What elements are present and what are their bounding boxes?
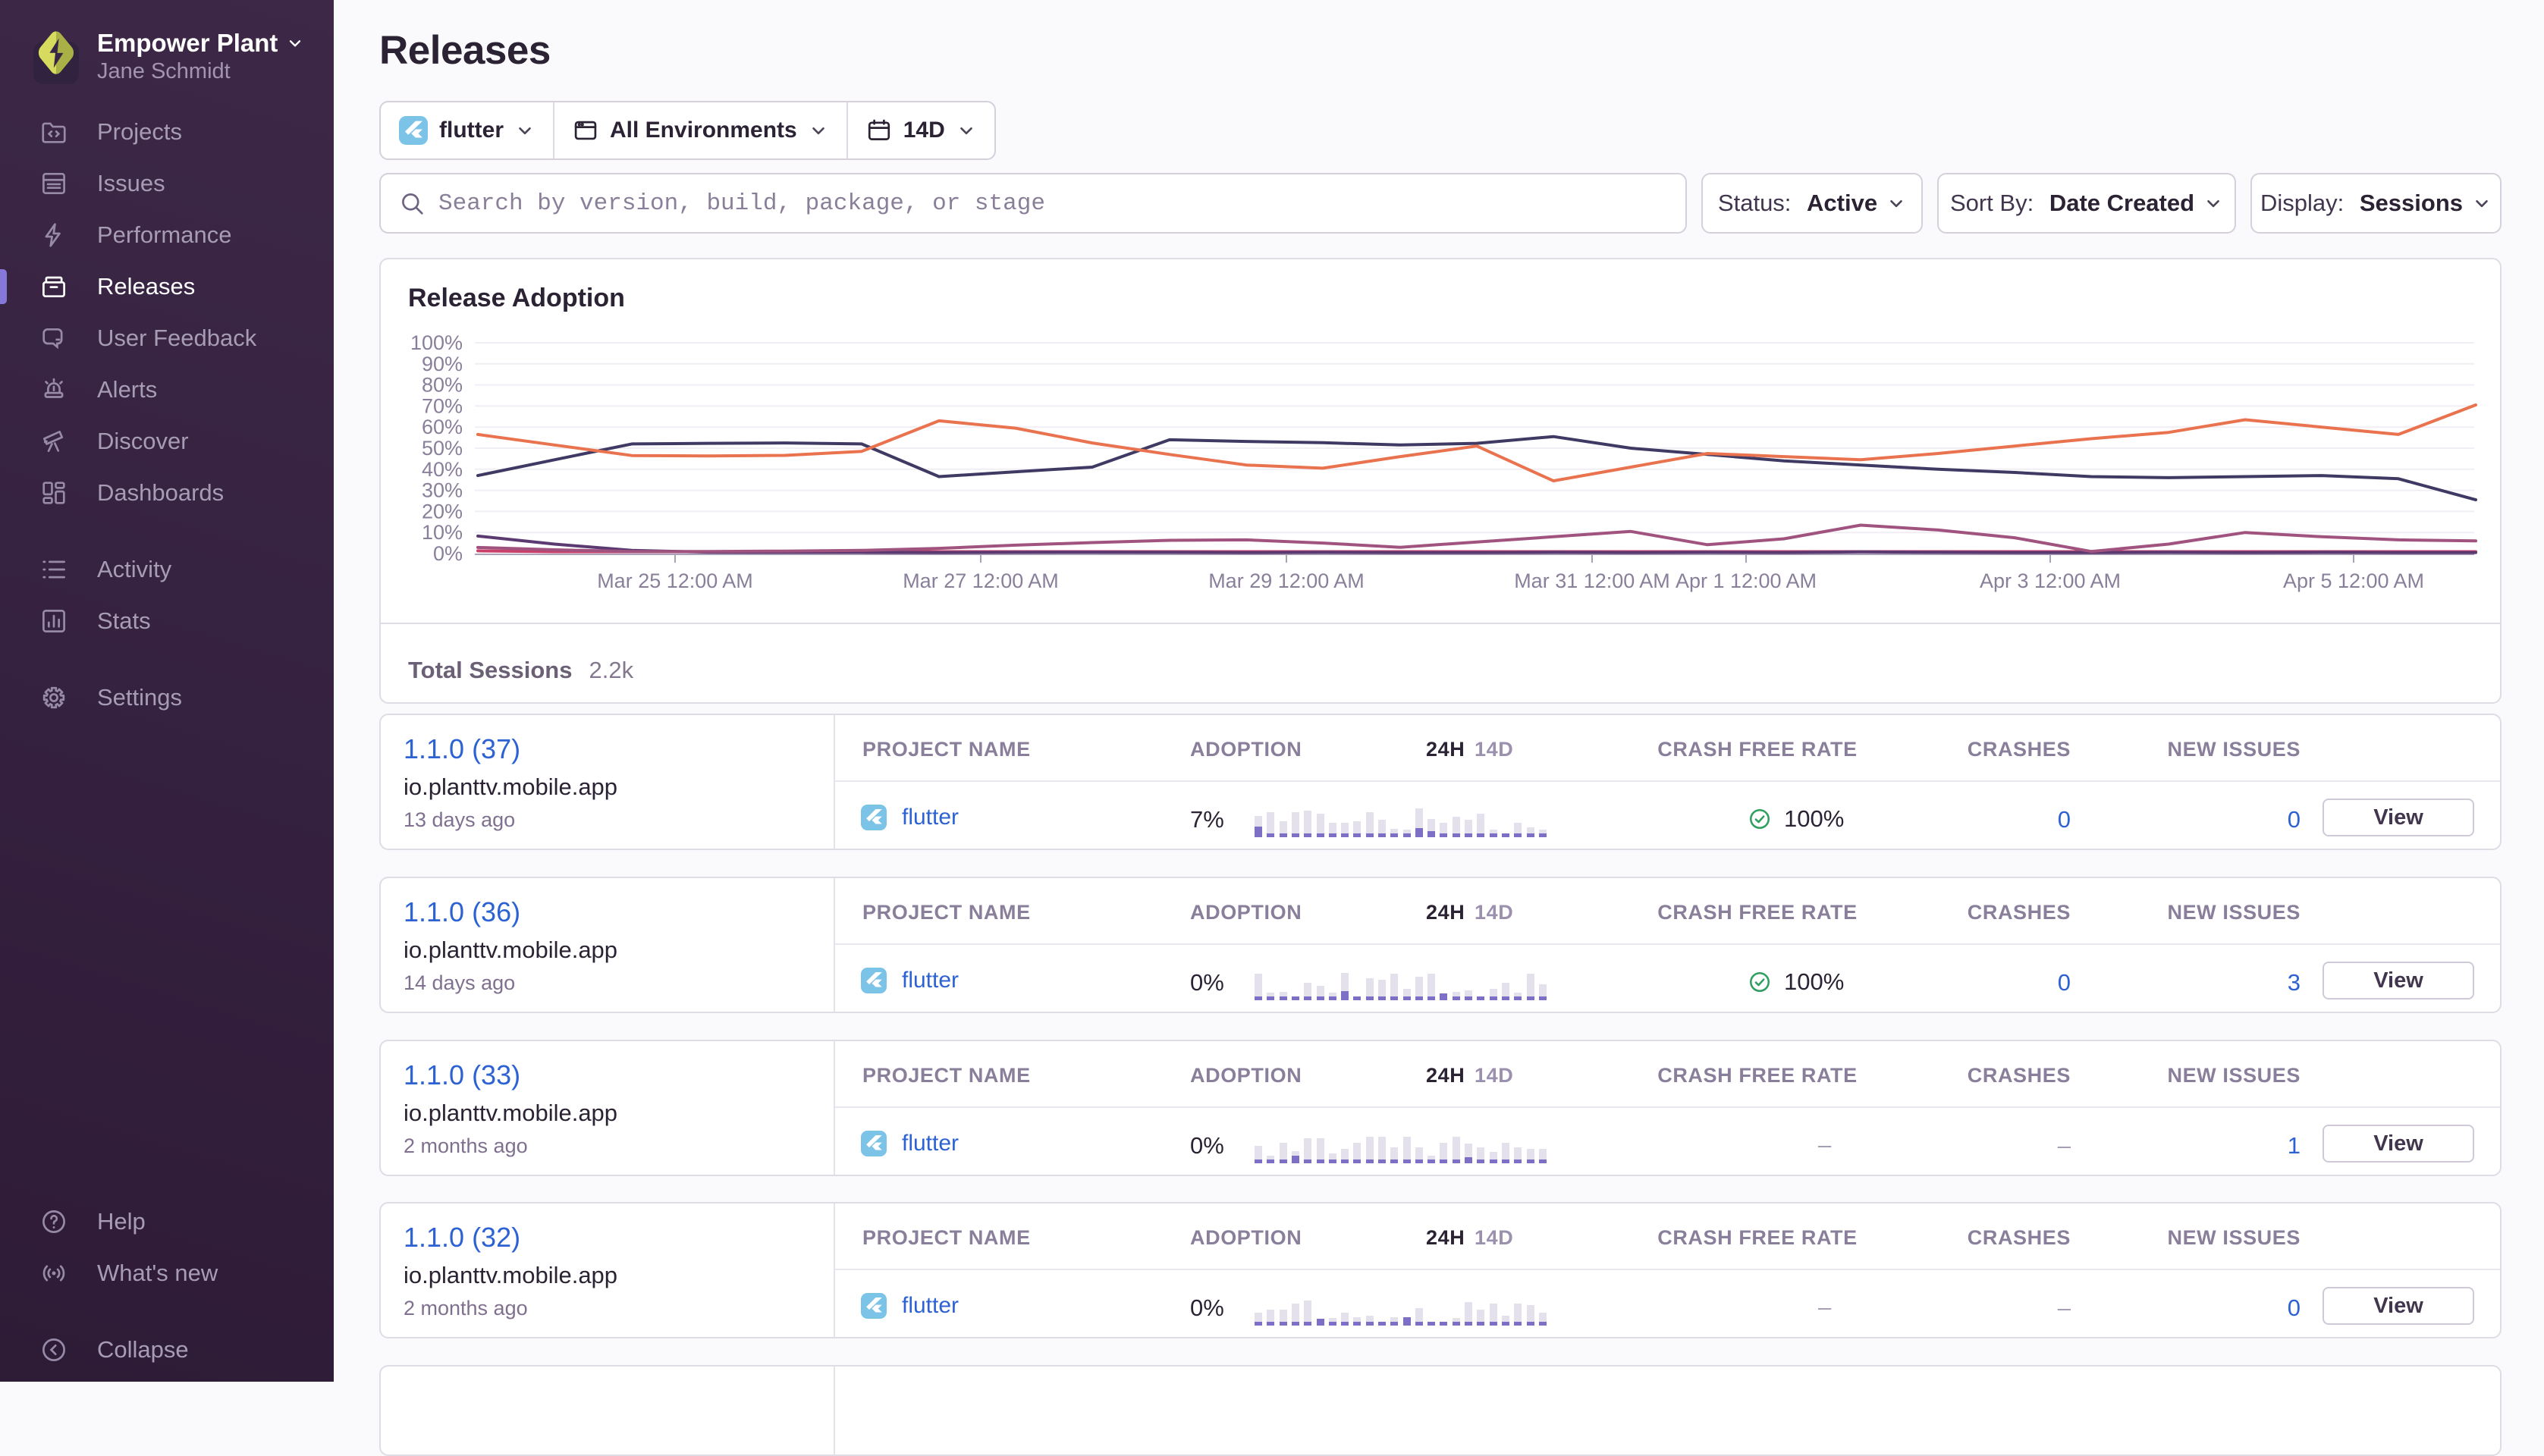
svg-text:50%: 50% xyxy=(422,437,463,460)
svg-text:Mar 29 12:00 AM: Mar 29 12:00 AM xyxy=(1208,570,1365,592)
svg-text:30%: 30% xyxy=(422,479,463,502)
svg-text:10%: 10% xyxy=(422,521,463,544)
svg-text:Apr 1 12:00 AM: Apr 1 12:00 AM xyxy=(1676,570,1817,592)
svg-text:Mar 31 12:00 AM: Mar 31 12:00 AM xyxy=(1514,570,1670,592)
svg-text:40%: 40% xyxy=(422,458,463,481)
svg-text:Apr 5 12:00 AM: Apr 5 12:00 AM xyxy=(2283,570,2424,592)
svg-text:0%: 0% xyxy=(433,542,463,565)
svg-text:70%: 70% xyxy=(422,394,463,417)
svg-text:Apr 3 12:00 AM: Apr 3 12:00 AM xyxy=(1980,570,2121,592)
svg-text:80%: 80% xyxy=(422,374,463,397)
svg-text:100%: 100% xyxy=(410,331,463,354)
svg-text:20%: 20% xyxy=(422,500,463,522)
svg-text:Mar 25 12:00 AM: Mar 25 12:00 AM xyxy=(597,570,753,592)
svg-text:60%: 60% xyxy=(422,416,463,438)
svg-text:90%: 90% xyxy=(422,353,463,375)
svg-text:Mar 27 12:00 AM: Mar 27 12:00 AM xyxy=(903,570,1059,592)
